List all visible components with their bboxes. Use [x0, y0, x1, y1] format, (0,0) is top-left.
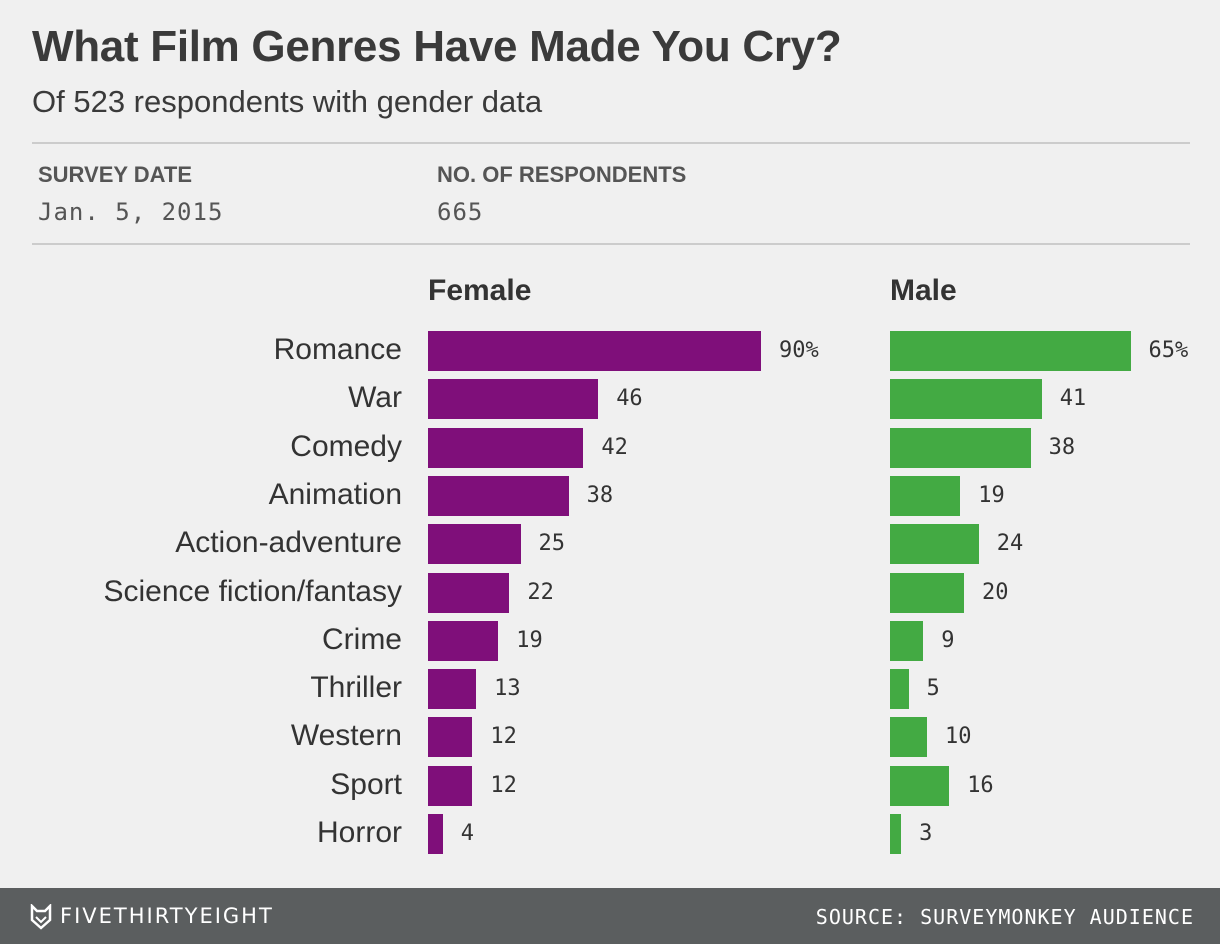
- male-bar: [890, 717, 927, 758]
- male-value-label: 41: [1059, 386, 1087, 412]
- category-label: Animation: [268, 477, 402, 511]
- male-bar: [890, 524, 979, 565]
- female-bar: [428, 475, 569, 516]
- chart-title: What Film Genres Have Made You Cry?: [32, 22, 842, 71]
- female-bar: [428, 331, 761, 371]
- survey-date-label: SURVEY DATE: [38, 162, 193, 187]
- female-bar: [428, 379, 599, 420]
- category-label: Romance: [273, 333, 402, 366]
- male-bar: [890, 669, 909, 710]
- female-value-label: 25: [538, 531, 566, 557]
- female-value-label: 90%: [779, 338, 819, 363]
- category-label: Thriller: [310, 671, 402, 705]
- male-bar: [890, 331, 1131, 371]
- male-bar: [890, 620, 924, 661]
- male-bar: [890, 475, 961, 516]
- category-label: War: [348, 381, 402, 415]
- female-bar: [428, 427, 584, 468]
- male-bar: [890, 379, 1042, 420]
- male-value-label: 10: [945, 724, 972, 750]
- category-label: Science fiction/fantasy: [103, 574, 403, 608]
- divider: [32, 142, 1190, 144]
- male-value-label: 3: [919, 821, 933, 846]
- male-bar: [890, 427, 1031, 468]
- female-bar: [428, 814, 443, 854]
- male-value-label: 65%: [1148, 338, 1189, 363]
- brand-name: FIVETHIRTYEIGHT: [60, 904, 274, 928]
- female-value-label: 12: [490, 772, 517, 798]
- male-value-label: 16: [967, 772, 994, 798]
- female-value-label: 46: [616, 386, 643, 412]
- female-value-label: 19: [516, 627, 543, 653]
- male-bar: [890, 814, 902, 854]
- female-bar: [428, 669, 477, 710]
- chart-subtitle: Of 523 respondents with gender data: [32, 84, 543, 119]
- female-bar: [428, 572, 510, 613]
- female-bar: [428, 765, 473, 806]
- survey-date: Jan. 5, 2015: [38, 198, 224, 226]
- male-value-label: 19: [978, 482, 1005, 508]
- male-value-label: 9: [941, 627, 955, 653]
- male-bar: [890, 572, 964, 613]
- female-bar: [428, 524, 521, 565]
- source-note: SOURCE: SURVEYMONKEY AUDIENCE: [815, 905, 1194, 929]
- category-label: Action-adventure: [175, 526, 402, 560]
- category-label: Crime: [322, 622, 402, 656]
- divider: [32, 243, 1190, 245]
- male-value-label: 20: [982, 579, 1009, 605]
- category-label: Western: [290, 719, 402, 753]
- respondents-label: NO. OF RESPONDENTS: [437, 162, 687, 187]
- female-bar: [428, 620, 499, 661]
- category-label: Sport: [330, 767, 402, 801]
- male-panel-title: Male: [890, 274, 957, 307]
- footer: FIVETHIRTYEIGHT SOURCE: SURVEYMONKEY AUD…: [0, 888, 1220, 944]
- male-value-label: 5: [926, 676, 940, 702]
- female-value-label: 38: [586, 482, 614, 508]
- category-label: Comedy: [290, 429, 402, 463]
- male-bar: [890, 765, 950, 806]
- female-value-label: 42: [601, 434, 628, 460]
- male-value-label: 38: [1048, 434, 1076, 460]
- female-value-label: 12: [490, 724, 517, 750]
- female-panel-title: Female: [428, 274, 532, 307]
- category-label: Horror: [316, 816, 402, 849]
- female-value-label: 4: [460, 821, 475, 846]
- fox-logo-icon: [30, 904, 52, 930]
- respondents-value: 665: [437, 198, 484, 226]
- male-value-label: 24: [996, 531, 1024, 557]
- female-value-label: 22: [527, 579, 554, 605]
- female-bar: [428, 717, 473, 758]
- female-value-label: 13: [494, 676, 521, 702]
